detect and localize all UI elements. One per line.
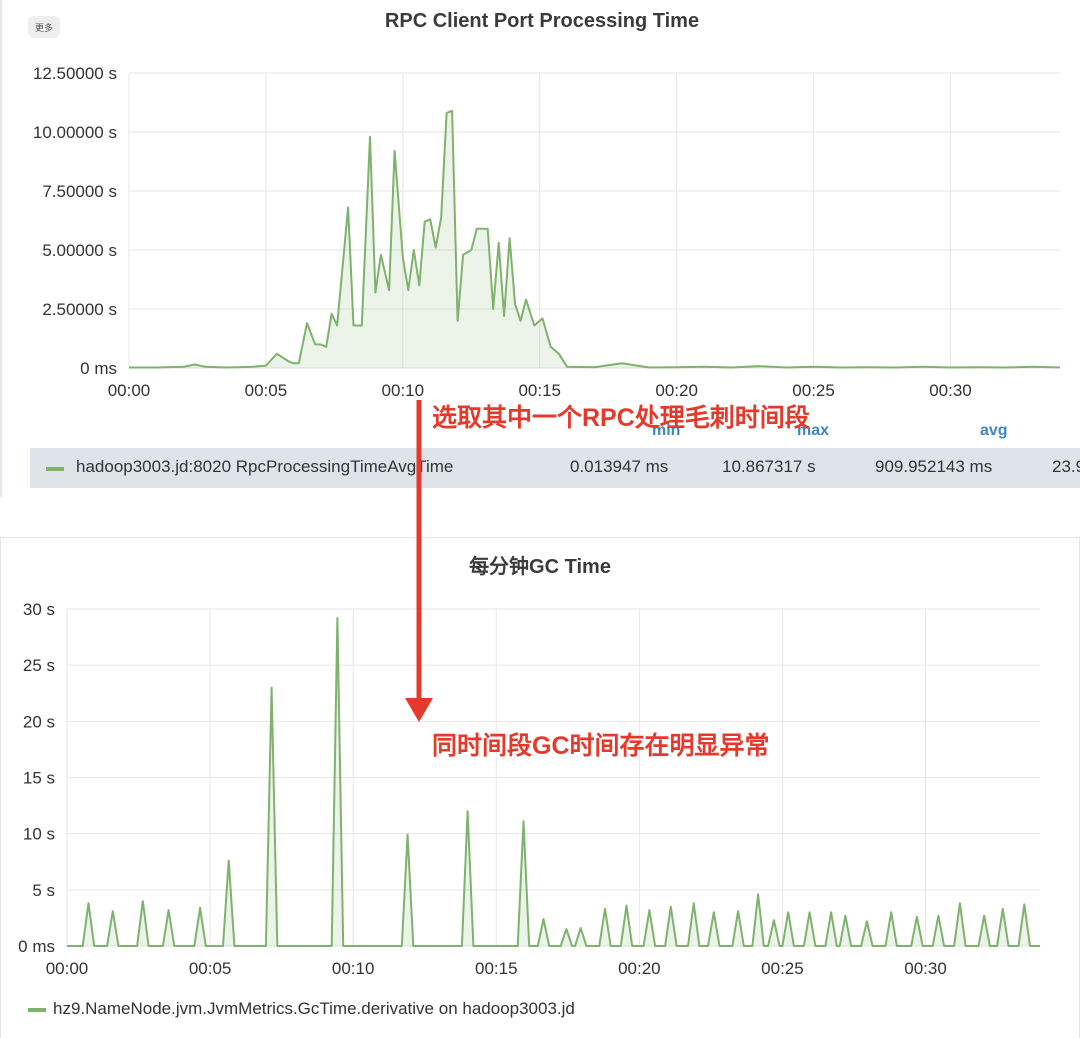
- gc-panel-title: 每分钟GC Time: [469, 556, 611, 578]
- gc-y-tick-label: 10 s: [23, 825, 55, 844]
- rpc-x-tick-label: 00:00: [108, 381, 151, 400]
- gc-series-area: [67, 618, 1040, 946]
- gc-x-tick-label: 00:15: [475, 959, 518, 978]
- rpc-x-tick-label: 00:30: [929, 381, 972, 400]
- gc-x-tick-label: 00:00: [46, 959, 89, 978]
- gc-legend-swatch: [28, 1008, 46, 1012]
- gc-y-tick-label: 25 s: [23, 656, 55, 675]
- legend-header-max[interactable]: max: [797, 422, 830, 439]
- annotation-gc-anomaly: 同时间段GC时间存在明显异常: [432, 732, 770, 760]
- gc-x-tick-label: 00:05: [189, 959, 232, 978]
- gc-x-tick-label: 00:30: [904, 959, 947, 978]
- gc-y-tick-label: 15 s: [23, 769, 55, 788]
- gc-legend-series-name[interactable]: hz9.NameNode.jvm.JvmMetrics.GcTime.deriv…: [53, 999, 575, 1018]
- rpc-y-tick-label: 5.00000 s: [42, 241, 117, 260]
- gc-x-tick-label: 00:20: [618, 959, 661, 978]
- rpc-x-tick-label: 00:15: [518, 381, 561, 400]
- rpc-y-tick-label: 10.00000 s: [33, 123, 117, 142]
- legend-swatch: [46, 467, 64, 471]
- rpc-panel: 更多 RPC Client Port Processing Time 0 ms 2…: [0, 0, 1080, 497]
- legend-header-avg[interactable]: avg: [980, 422, 1008, 439]
- legend-avg-value: 909.952143 ms: [875, 457, 993, 476]
- gc-y-tick-label: 20 s: [23, 712, 55, 731]
- gc-x-tick-label: 00:25: [761, 959, 804, 978]
- rpc-series-line: [129, 109, 1061, 369]
- legend-min-value: 0.013947 ms: [570, 457, 669, 476]
- rpc-y-tick-label: 7.50000 s: [42, 182, 117, 201]
- more-badge[interactable]: 更多: [28, 16, 60, 38]
- rpc-x-tick-label: 00:10: [382, 381, 425, 400]
- legend-header-min[interactable]: min: [652, 422, 681, 439]
- rpc-x-tick-label: 00:25: [792, 381, 835, 400]
- rpc-y-tick-label: 12.50000 s: [33, 64, 117, 83]
- gc-y-tick-label: 5 s: [32, 881, 55, 900]
- rpc-x-tick-label: 00:05: [245, 381, 288, 400]
- gc-chart: 0 ms 5 s 10 s 15 s 20 s 25 s 30 s 00:00 00:05 00:…: [18, 600, 1040, 978]
- gc-x-tick-label: 00:10: [332, 959, 375, 978]
- rpc-x-tick-label: 00:20: [655, 381, 698, 400]
- gc-y-tick-label: 30 s: [23, 600, 55, 619]
- gc-y-tick-label: 0 ms: [18, 937, 55, 956]
- rpc-legend-row[interactable]: hadoop3003.jd:8020 RpcProcessingTimeAvgT…: [30, 448, 1080, 488]
- rpc-y-tick-label: 0 ms: [80, 359, 117, 378]
- rpc-y-tick-label: 2.50000 s: [42, 300, 117, 319]
- legend-series-name[interactable]: hadoop3003.jd:8020 RpcProcessingTimeAvgT…: [76, 457, 454, 476]
- rpc-chart: 0 ms 2.50000 s 5.00000 s 7.50000 s 10.00000 …: [33, 64, 1061, 400]
- legend-max-value: 10.867317 s: [722, 457, 816, 476]
- annotation-rpc-spike: 选取其中一个RPC处理毛刺时间段: [432, 404, 810, 432]
- gc-panel: 每分钟GC Time 0 ms 5 s 10 s 15 s 20 s 25 s 30 s 00…: [0, 537, 1080, 1038]
- gc-series-line: [67, 617, 1040, 947]
- legend-extra-value: 23.9: [1052, 457, 1080, 476]
- rpc-panel-title: RPC Client Port Processing Time: [384, 10, 700, 32]
